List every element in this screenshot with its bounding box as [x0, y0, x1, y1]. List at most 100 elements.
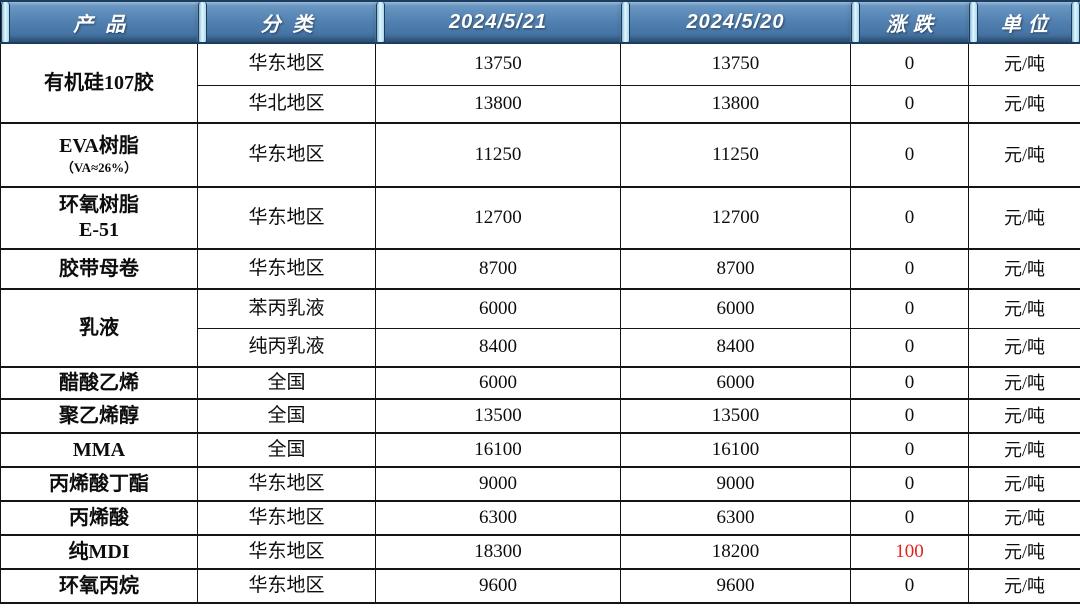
product-name: 醋酸乙烯 [59, 371, 139, 394]
change-cell: 0 [850, 366, 969, 400]
price-2024-5-20-cell: 9000 [620, 466, 851, 502]
unit-cell: 元/吨 [968, 327, 1080, 368]
product-cell: 有机硅107胶 [0, 42, 198, 124]
product-cell: MMA [0, 432, 198, 468]
change-cell: 0 [850, 568, 969, 604]
product-cell: 丙烯酸丁酯 [0, 466, 198, 502]
col-header-product: 产品 [0, 0, 198, 44]
price-2024-5-20-cell: 6000 [620, 288, 851, 329]
product-cell: 纯MDI [0, 534, 198, 570]
price-2024-5-21-cell: 6000 [375, 288, 621, 329]
product-name: 环氧丙烷 [59, 574, 139, 597]
category-cell: 全国 [197, 432, 376, 468]
product-cell: 胶带母卷 [0, 248, 198, 290]
product-name-line2: E-51 [79, 219, 119, 241]
category-cell: 华东地区 [197, 186, 376, 250]
unit-cell: 元/吨 [968, 500, 1080, 536]
col-header-change: 涨跌 [850, 0, 969, 44]
change-cell: 0 [850, 84, 969, 124]
price-2024-5-20-cell: 11250 [620, 122, 851, 188]
category-cell: 全国 [197, 398, 376, 434]
product-name: 丙烯酸 [69, 506, 129, 529]
table-header: 产品 分类 2024/5/21 2024/5/20 涨跌 单位 [0, 0, 1080, 44]
price-2024-5-21-cell: 6300 [375, 500, 621, 536]
price-2024-5-21-cell: 11250 [375, 122, 621, 188]
price-2024-5-21-cell: 12700 [375, 186, 621, 250]
table-row: 华北地区 13800 13800 0 元/吨 [1, 84, 1080, 124]
category-cell: 华东地区 [197, 122, 376, 188]
table-row: 丙烯酸丁酯 华东地区 9000 9000 0 元/吨 [0, 466, 1080, 502]
table-row: 醋酸乙烯 全国 6000 6000 0 元/吨 [0, 366, 1080, 400]
price-2024-5-20-cell: 9600 [620, 568, 851, 604]
product-cell: 丙烯酸 [0, 500, 198, 536]
table-row: 胶带母卷 华东地区 8700 8700 0 元/吨 [0, 248, 1080, 290]
col-header-unit-label: 单位 [1000, 13, 1055, 36]
price-2024-5-21-cell: 18300 [375, 534, 621, 570]
price-2024-5-21-cell: 8400 [375, 327, 621, 368]
change-cell: 0 [850, 248, 969, 290]
change-cell: 100 [850, 534, 969, 570]
unit-cell: 元/吨 [968, 186, 1080, 250]
unit-cell: 元/吨 [968, 398, 1080, 434]
col-header-change-label: 涨跌 [886, 13, 940, 36]
header-row: 产品 分类 2024/5/21 2024/5/20 涨跌 单位 [0, 0, 1080, 44]
change-cell: 0 [850, 327, 969, 368]
unit-cell: 元/吨 [968, 568, 1080, 604]
price-2024-5-20-cell: 18200 [620, 534, 851, 570]
unit-cell: 元/吨 [968, 84, 1080, 124]
unit-cell: 元/吨 [968, 288, 1080, 329]
table-row: 丙烯酸 华东地区 6300 6300 0 元/吨 [0, 500, 1080, 536]
category-cell: 华东地区 [197, 500, 376, 536]
price-2024-5-20-cell: 6300 [620, 500, 851, 536]
table-row: 环氧丙烷 华东地区 9600 9600 0 元/吨 [0, 568, 1080, 604]
category-cell: 华东地区 [197, 568, 376, 604]
price-2024-5-20-cell: 8400 [620, 327, 851, 368]
product-name: 乳液 [79, 316, 119, 339]
change-cell: 0 [850, 466, 969, 502]
table-row: 纯MDI 华东地区 18300 18200 100 元/吨 [0, 534, 1080, 570]
change-cell: 0 [850, 288, 969, 329]
col-header-date-2024-5-21-label: 2024/5/21 [449, 10, 547, 33]
table-row: EVA树脂 （VA≈26%） 华东地区 11250 11250 0 元/吨 [0, 122, 1080, 188]
price-2024-5-20-cell: 16100 [620, 432, 851, 468]
price-2024-5-21-cell: 16100 [375, 432, 621, 468]
table-row: 环氧树脂 E-51 华东地区 12700 12700 0 元/吨 [0, 186, 1080, 250]
product-cell: 乳液 [0, 288, 198, 368]
change-cell: 0 [850, 186, 969, 250]
price-2024-5-20-cell: 8700 [620, 248, 851, 290]
price-2024-5-21-cell: 13500 [375, 398, 621, 434]
table-row: 聚乙烯醇 全国 13500 13500 0 元/吨 [0, 398, 1080, 434]
price-2024-5-21-cell: 8700 [375, 248, 621, 290]
price-2024-5-21-cell: 13800 [375, 84, 621, 124]
product-name: 聚乙烯醇 [59, 404, 139, 427]
col-header-date-2024-5-21: 2024/5/21 [375, 0, 621, 44]
product-name: 纯MDI [68, 540, 130, 563]
product-cell: 聚乙烯醇 [0, 398, 198, 434]
change-cell: 0 [850, 42, 969, 86]
category-cell: 华东地区 [197, 42, 376, 86]
unit-cell: 元/吨 [968, 534, 1080, 570]
category-cell: 华东地区 [197, 248, 376, 290]
price-2024-5-21-cell: 9000 [375, 466, 621, 502]
col-header-category-label: 分类 [260, 13, 325, 36]
unit-cell: 元/吨 [968, 42, 1080, 86]
product-cell: 醋酸乙烯 [0, 366, 198, 400]
change-cell: 0 [850, 500, 969, 536]
unit-cell: 元/吨 [968, 122, 1080, 188]
change-cell: 0 [850, 432, 969, 468]
price-2024-5-20-cell: 13500 [620, 398, 851, 434]
price-2024-5-20-cell: 13800 [620, 84, 851, 124]
product-name: 胶带母卷 [59, 257, 139, 280]
category-cell: 苯丙乳液 [197, 288, 376, 329]
product-cell: 环氧树脂 E-51 [0, 186, 198, 250]
unit-cell: 元/吨 [968, 466, 1080, 502]
product-name: MMA [72, 438, 126, 461]
product-name: 有机硅107胶 [44, 71, 154, 94]
price-2024-5-21-cell: 6000 [375, 366, 621, 400]
unit-cell: 元/吨 [968, 432, 1080, 468]
category-cell: 华北地区 [197, 84, 376, 124]
price-2024-5-21-cell: 9600 [375, 568, 621, 604]
col-header-category: 分类 [197, 0, 376, 44]
